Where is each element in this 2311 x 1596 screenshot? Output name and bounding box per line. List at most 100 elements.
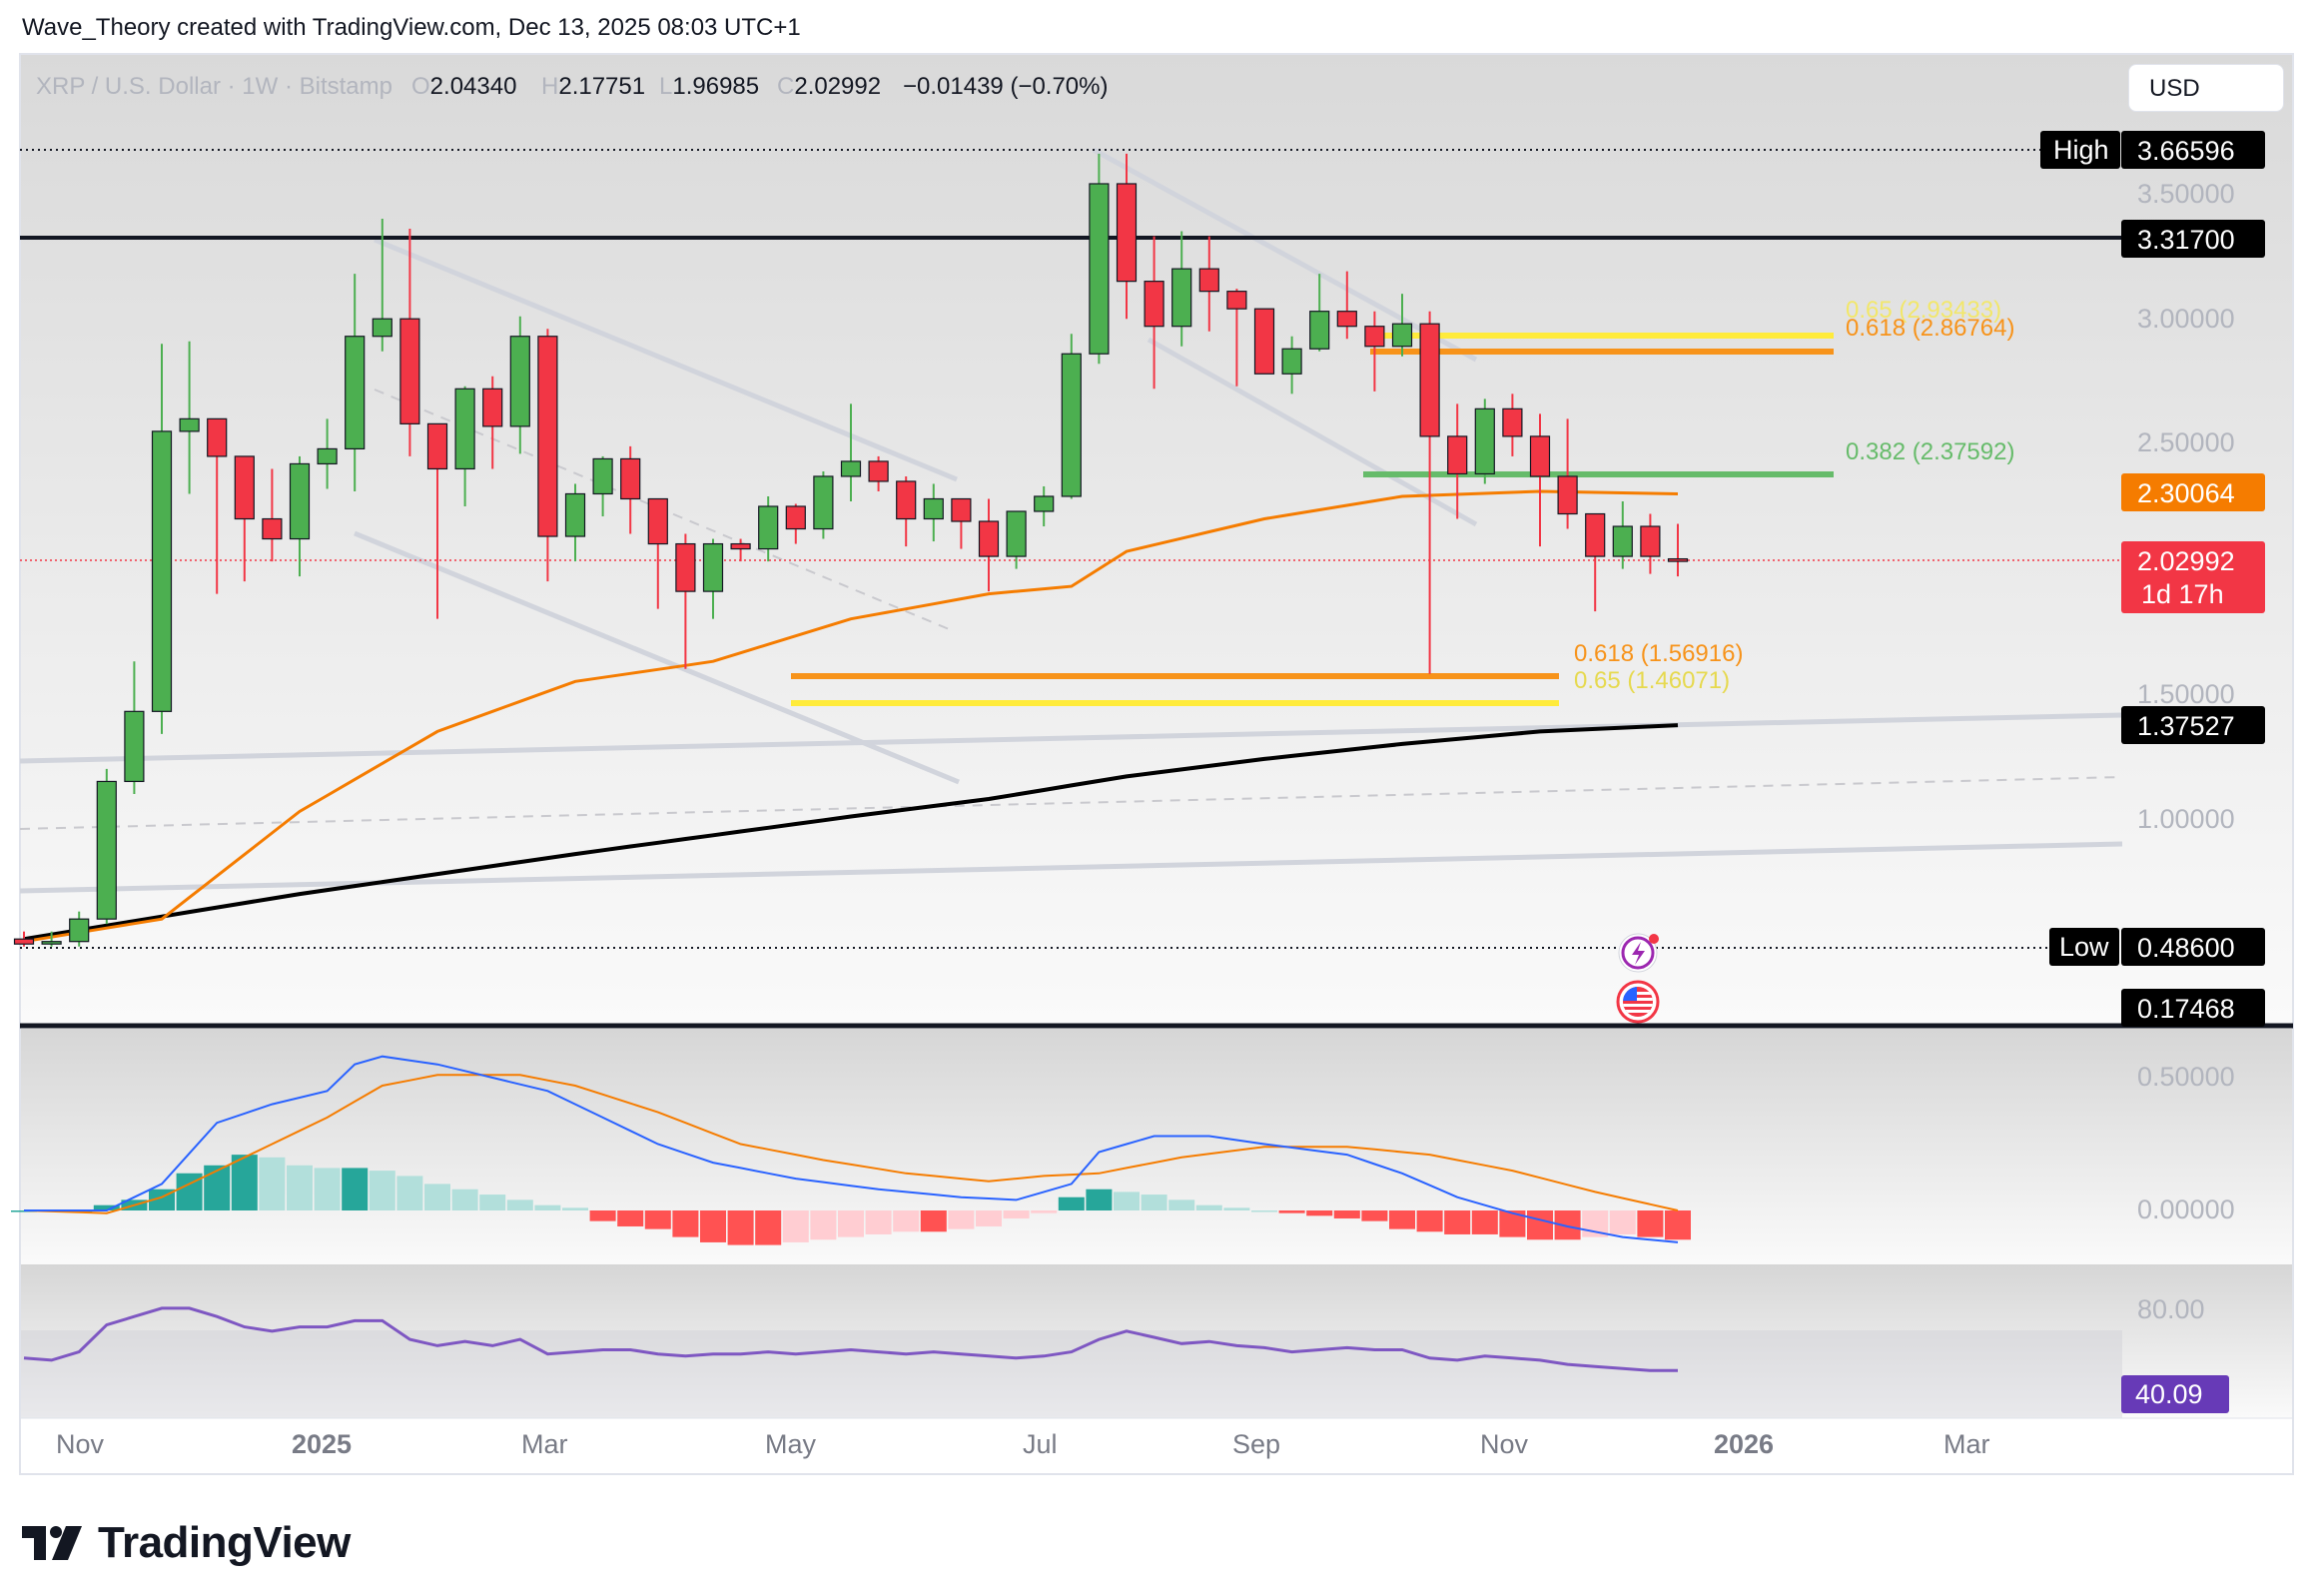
rsi-line [23,1306,1678,1372]
macd-histogram-bar [1609,1210,1636,1234]
price-axis: 3.50000 3.00000 2.50000 1.50000 1.00000 … [2137,179,2235,1324]
macd-histogram-bar [369,1171,395,1210]
bottom-label: 0.17468 [2121,989,2265,1027]
x-tick: May [765,1429,817,1459]
candle [317,418,338,489]
us-flag-icon[interactable] [1616,980,1660,1024]
macd-tick: 0.00000 [2137,1195,2235,1224]
candle [675,533,696,669]
candles [13,153,1689,947]
macd-histogram-bar [920,1210,947,1232]
candle [868,455,889,491]
lightning-sparkle-icon[interactable] [1618,933,1659,973]
ema-label: 2.30064 [2121,473,2265,511]
macd-signal-line [23,1074,1679,1214]
ohlc-high: H2.17751 [541,73,645,100]
candle [1640,513,1661,574]
macd-histogram-bar [727,1210,754,1245]
macd-histogram-bar [451,1189,478,1210]
candle [1253,308,1275,375]
svg-text:40.09: 40.09 [2135,1379,2203,1409]
macd-histogram-bar [865,1210,892,1234]
candle [426,422,448,619]
candle [1419,311,1440,674]
macd-histogram-bar [314,1168,341,1210]
tradingview-logo[interactable]: TradingView [22,1518,351,1568]
macd-histogram-bar [1114,1192,1140,1210]
macd-histogram-bar [479,1195,506,1210]
x-tick: Nov [1480,1429,1529,1459]
candle [1502,394,1523,456]
candle [1447,403,1468,519]
candle [345,274,366,491]
currency-button[interactable]: USD [2128,64,2284,112]
tradingview-logo-icon [22,1526,82,1560]
svg-text:0.48600: 0.48600 [2137,933,2235,963]
macd-histogram-bar [644,1210,671,1229]
macd-histogram-bar [893,1210,920,1232]
candle [289,455,311,577]
macd-histogram-bar [506,1199,533,1210]
macd-histogram-bar [1389,1210,1415,1229]
rsi-indicator [23,1306,1678,1372]
macd-histogram-bar [755,1210,782,1245]
macd-histogram-bar [287,1165,313,1210]
candle [978,498,1000,592]
svg-text:High: High [2053,135,2109,165]
last-price-label: 2.02992 1d 17h [2121,541,2265,613]
fib-label-upper-0618: 0.618 (2.86764) [1846,315,2014,342]
macd-histogram-bar [396,1176,423,1210]
high-label: High 3.66596 [2040,131,2265,169]
candle [537,329,558,582]
candle [399,229,420,456]
candle [702,538,724,619]
ema50-line [23,489,1679,944]
macd-histogram-bar [672,1210,699,1237]
candle [1089,153,1110,365]
macd-histogram-bar [1471,1210,1498,1234]
y-tick: 3.50000 [2137,179,2235,209]
rsi-value-label: 40.09 [2121,1375,2229,1413]
macd-histogram-bar [1168,1199,1195,1210]
candle [1116,153,1138,320]
candle [234,455,255,582]
macd-tick: 0.50000 [2137,1062,2235,1092]
fib-label-lower-065: 0.65 (1.46071) [1574,667,1730,694]
candle [896,475,917,547]
macd-histogram-bar [589,1210,616,1221]
macd-histogram-bar [1416,1210,1443,1232]
macd-line [24,1055,1679,1243]
rsi-pane-bg [20,1264,2293,1418]
macd-histogram-bar [1444,1210,1471,1234]
candle [372,219,392,352]
candle [1198,236,1219,332]
candle [1585,512,1606,612]
moving-averages [23,489,1679,944]
candle [1226,289,1247,387]
x-tick: 2026 [1714,1429,1774,1459]
macd-histogram-bar [1251,1210,1277,1212]
svg-text:1d 17h: 1d 17h [2141,579,2224,609]
candle [1336,271,1357,340]
symbol-label: XRP / U.S. Dollar · 1W · Bitstamp [36,73,392,100]
macd-indicator [11,1055,1691,1245]
ohlc-open: O2.04340 [411,73,516,100]
macd-histogram-bar [93,1204,120,1210]
ohlc-low: L1.96985 [659,73,759,100]
candle [1171,231,1192,347]
candle [41,931,62,947]
macd-histogram-bar [1058,1197,1085,1210]
x-tick: Sep [1232,1429,1280,1459]
brand-name: TradingView [98,1518,351,1567]
candle [151,344,173,734]
rsi-tick: 80.00 [2137,1294,2205,1324]
x-tick: Mar [521,1429,568,1459]
macd-histogram-bar [534,1204,561,1210]
macd-histogram-bar [1306,1210,1333,1216]
resistance-label: 3.31700 [2121,220,2265,258]
macd-histogram-bar [562,1207,588,1210]
candle [923,483,944,542]
macd-histogram-bar [1141,1195,1167,1210]
macd-histogram-bar [342,1168,369,1210]
